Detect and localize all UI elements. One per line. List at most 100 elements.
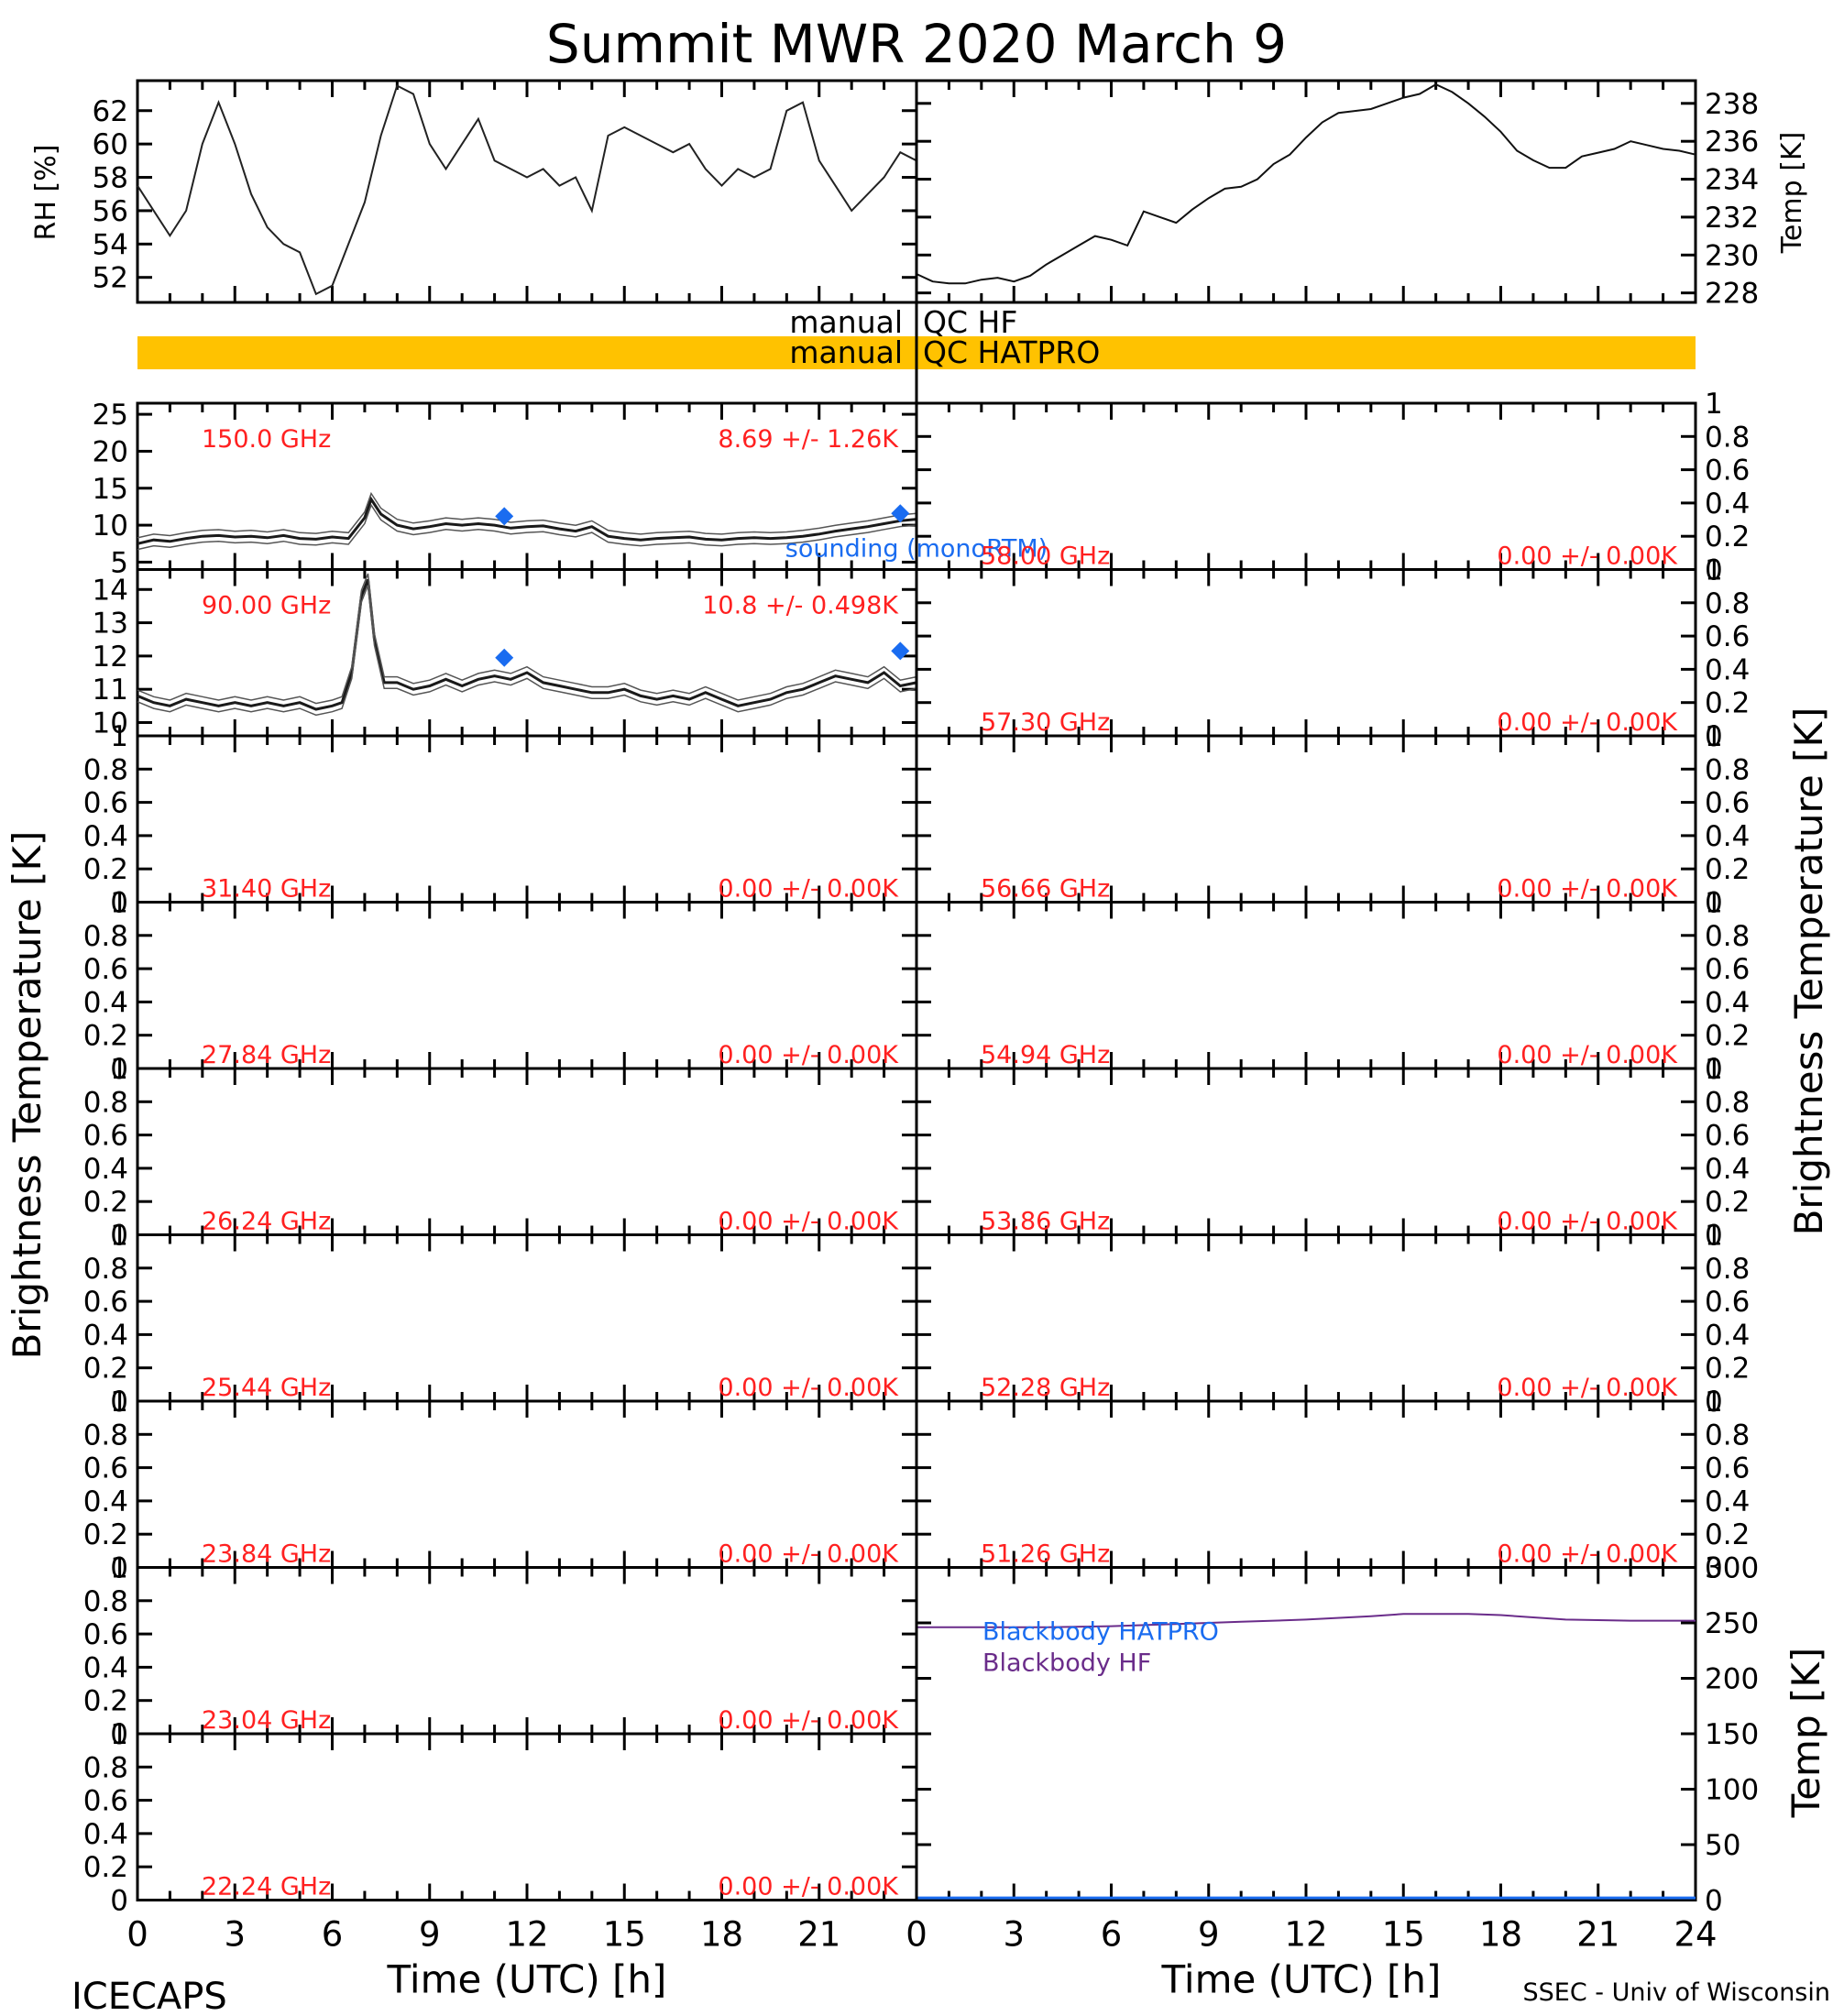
tb-right-4-ytick-label: 0.4 <box>1705 1153 1750 1186</box>
tb-left-3-ytick-label: 0.6 <box>83 953 128 986</box>
x-tick-label-left: 15 <box>603 1915 646 1955</box>
tb-right-4-ytick-label: 1 <box>1705 1053 1723 1086</box>
tb-right-1-stat-label: 0.00 +/- 0.00K <box>1497 708 1678 737</box>
blackbody-ytick-label: 0 <box>1705 1885 1723 1918</box>
tb-left-2-ytick-label: 0 <box>110 887 128 920</box>
tb-left-8-ytick-label: 0.4 <box>83 1818 128 1851</box>
x-tick-label-left: 12 <box>505 1915 548 1955</box>
tb-left-7-ytick-label: 0.6 <box>83 1618 128 1651</box>
tb-left-0-series-line <box>137 496 917 545</box>
tb-left-0-sounding-point-0 <box>495 507 514 526</box>
tb-right-4-ytick-label: 0.8 <box>1705 1086 1750 1119</box>
tb-left-0-freq-label: 150.0 GHz <box>202 425 331 454</box>
tb-right-0-freq-label: 58.00 GHz <box>981 542 1110 571</box>
tb-left-5-ytick-label: 0.2 <box>83 1353 128 1386</box>
x-tick-label-left: 3 <box>224 1915 246 1955</box>
tb-left-4-freq-label: 26.24 GHz <box>202 1208 331 1236</box>
tb-right-3-ytick-label: 0.6 <box>1705 953 1750 986</box>
tb-left-7-ytick-label: 0.2 <box>83 1685 128 1718</box>
xlabel-right: Time (UTC) [h] <box>1161 1957 1442 2002</box>
tb-left-0-ytick-label: 15 <box>93 473 128 506</box>
tb-left-2-freq-label: 31.40 GHz <box>202 875 331 904</box>
tb-right-6-ytick-label: 0.8 <box>1705 1419 1750 1452</box>
rh-series-line <box>137 84 917 296</box>
tb-left-6-ytick-label: 0.4 <box>83 1485 128 1518</box>
tb-right-5-stat-label: 0.00 +/- 0.00K <box>1497 1374 1678 1402</box>
tb-right-0-ytick-label: 1 <box>1705 388 1723 421</box>
x-tick-label-left: 0 <box>126 1915 148 1955</box>
tb-left-5-freq-label: 25.44 GHz <box>202 1374 331 1402</box>
tb-left-1-sounding-point-0 <box>495 648 514 667</box>
x-tick-label-right: 15 <box>1382 1915 1425 1955</box>
tb-left-6-ytick-label: 1 <box>110 1386 128 1419</box>
tb-right-1-ytick-label: 1 <box>1705 554 1723 587</box>
blackbody-ytick-label: 250 <box>1705 1607 1759 1640</box>
tb-left-8-ytick-label: 1 <box>110 1718 128 1751</box>
tb-left-3-stat-label: 0.00 +/- 0.00K <box>718 1041 899 1069</box>
tb-left-1-series-lower <box>137 585 917 717</box>
temp-panel-frame <box>915 79 1697 304</box>
x-tick-label-right: 18 <box>1479 1915 1522 1955</box>
tb-left-3-ytick-label: 1 <box>110 887 128 920</box>
blackbody-ytick-label: 200 <box>1705 1663 1759 1696</box>
tb-left-3-ytick-label: 0.4 <box>83 986 128 1019</box>
tb-right-1-ytick-label: 0.6 <box>1705 620 1750 653</box>
blackbody-ytick-label: 50 <box>1705 1829 1740 1862</box>
blackbody-ytick-label: 150 <box>1705 1718 1759 1751</box>
x-tick-label-left: 18 <box>700 1915 743 1955</box>
tb-left-4-ytick-label: 0.4 <box>83 1153 128 1186</box>
tb-left-2-ytick-label: 0.8 <box>83 753 128 786</box>
x-tick-label-right: 6 <box>1101 1915 1123 1955</box>
qc-label-right-1: QC HATPRO <box>923 334 1100 370</box>
tb-right-4-freq-label: 53.86 GHz <box>981 1208 1110 1236</box>
blackbody-legend-hatpro: Blackbody HATPRO <box>982 1618 1219 1647</box>
tb-left-0-ytick-label: 20 <box>93 435 128 468</box>
tb-right-3-stat-label: 0.00 +/- 0.00K <box>1497 1041 1678 1069</box>
tb-right-2-ytick-label: 0.6 <box>1705 787 1750 820</box>
tb-right-3-ytick-label: 0.4 <box>1705 986 1750 1019</box>
tb-left-0-series-upper <box>137 491 917 539</box>
tb-right-1-ytick-label: 0.2 <box>1705 687 1750 720</box>
tb-left-2-ytick-label: 0.6 <box>83 787 128 820</box>
tb-left-4-stat-label: 0.00 +/- 0.00K <box>718 1208 899 1236</box>
qc-label-right-0: QC HF <box>923 304 1017 340</box>
blackbody-ytick-label: 300 <box>1705 1552 1759 1585</box>
tb-right-0-ytick-label: 0.2 <box>1705 520 1750 553</box>
x-tick-label-right: 21 <box>1576 1915 1619 1955</box>
tb-right-6-ytick-label: 0.4 <box>1705 1485 1750 1518</box>
tb-right-3-ytick-label: 0 <box>1705 1053 1723 1086</box>
tb-right-3-ytick-label: 0.2 <box>1705 1020 1750 1053</box>
tb-right-4-ytick-label: 0.2 <box>1705 1186 1750 1219</box>
tb-left-1-freq-label: 90.00 GHz <box>202 592 331 620</box>
rh-ytick-label: 62 <box>93 95 128 128</box>
rh-ylabel: RH [%] <box>30 145 62 241</box>
tb-left-1-series-line <box>137 578 917 711</box>
tb-left-3-freq-label: 27.84 GHz <box>202 1041 331 1069</box>
rh-ytick-label: 52 <box>93 262 128 295</box>
tb-left-5-stat-label: 0.00 +/- 0.00K <box>718 1374 899 1402</box>
tb-right-5-ytick-label: 0.6 <box>1705 1286 1750 1319</box>
tb-left-8-ytick-label: 0.6 <box>83 1785 128 1818</box>
tb-left-4-ytick-label: 0.2 <box>83 1186 128 1219</box>
tb-right-1-freq-label: 57.30 GHz <box>981 708 1110 737</box>
tb-left-0-ytick-label: 5 <box>110 546 128 579</box>
tb-right-5-ytick-label: 0.8 <box>1705 1253 1750 1286</box>
tb-left-1-series-upper <box>137 573 917 705</box>
xlabel-left: Time (UTC) [h] <box>387 1957 667 2002</box>
tb-left-2-ytick-label: 1 <box>110 720 128 753</box>
tb-left-1-ytick-label: 12 <box>93 641 128 674</box>
tb-left-1-ytick-label: 13 <box>93 608 128 641</box>
tb-right-5-freq-label: 52.28 GHz <box>981 1374 1110 1402</box>
x-tick-label-right: 12 <box>1284 1915 1327 1955</box>
rh-ytick-label: 54 <box>93 228 128 261</box>
tb-right-2-ytick-label: 0.4 <box>1705 820 1750 853</box>
x-tick-label-left: 21 <box>797 1915 840 1955</box>
tb-left-2-ytick-label: 0.4 <box>83 820 128 853</box>
tb-left-7-ytick-label: 0.4 <box>83 1651 128 1684</box>
tb-right-0-ytick-label: 0.6 <box>1705 455 1750 488</box>
tb-ylabel-right: Brightness Temperature [K] <box>1786 707 1831 1236</box>
rh-ytick-label: 60 <box>93 128 128 161</box>
x-tick-label-right: 3 <box>1003 1915 1025 1955</box>
temp-ytick-label: 236 <box>1705 126 1759 159</box>
footer-left: ICECAPS <box>71 1976 227 2016</box>
